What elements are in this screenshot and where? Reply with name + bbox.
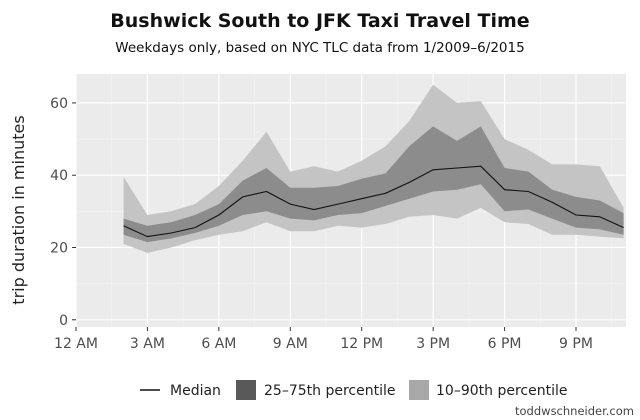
x-tick-label: 9 AM xyxy=(273,336,308,352)
chart-subtitle: Weekdays only, based on NYC TLC data fro… xyxy=(115,40,525,56)
x-tick-label: 9 PM xyxy=(559,336,593,352)
y-tick-label: 40 xyxy=(50,168,68,184)
chart-title: Bushwick South to JFK Taxi Travel Time xyxy=(110,10,530,32)
x-tick-label: 3 AM xyxy=(130,336,165,352)
y-tick-label: 20 xyxy=(50,240,68,256)
legend-iqr-label: 25–75th percentile xyxy=(264,383,395,399)
x-tick-label: 3 PM xyxy=(416,336,450,352)
credit-text: toddwschneider.com xyxy=(515,404,634,418)
y-tick-label: 0 xyxy=(59,313,68,329)
legend-decile-key xyxy=(409,380,429,400)
legend: Median 25–75th percentile 10–90th percen… xyxy=(140,380,567,400)
plot-area: 0 20 40 60 12 AM 3 AM 6 AM 9 AM 12 PM 3 PM 6 PM 9 P… xyxy=(50,74,626,352)
legend-median-label: Median xyxy=(170,383,221,399)
iqr-band xyxy=(123,126,624,243)
x-tick-label: 12 PM xyxy=(340,336,383,352)
x-tick-label: 12 AM xyxy=(54,336,98,352)
y-axis-label: trip duration in minutes xyxy=(9,115,28,304)
legend-iqr-key xyxy=(236,380,256,400)
y-tick-label: 60 xyxy=(50,96,68,112)
legend-decile-label: 10–90th percentile xyxy=(436,383,567,399)
x-tick-label: 6 PM xyxy=(488,336,522,352)
x-tick-label: 6 AM xyxy=(201,336,236,352)
median-line xyxy=(123,165,624,238)
